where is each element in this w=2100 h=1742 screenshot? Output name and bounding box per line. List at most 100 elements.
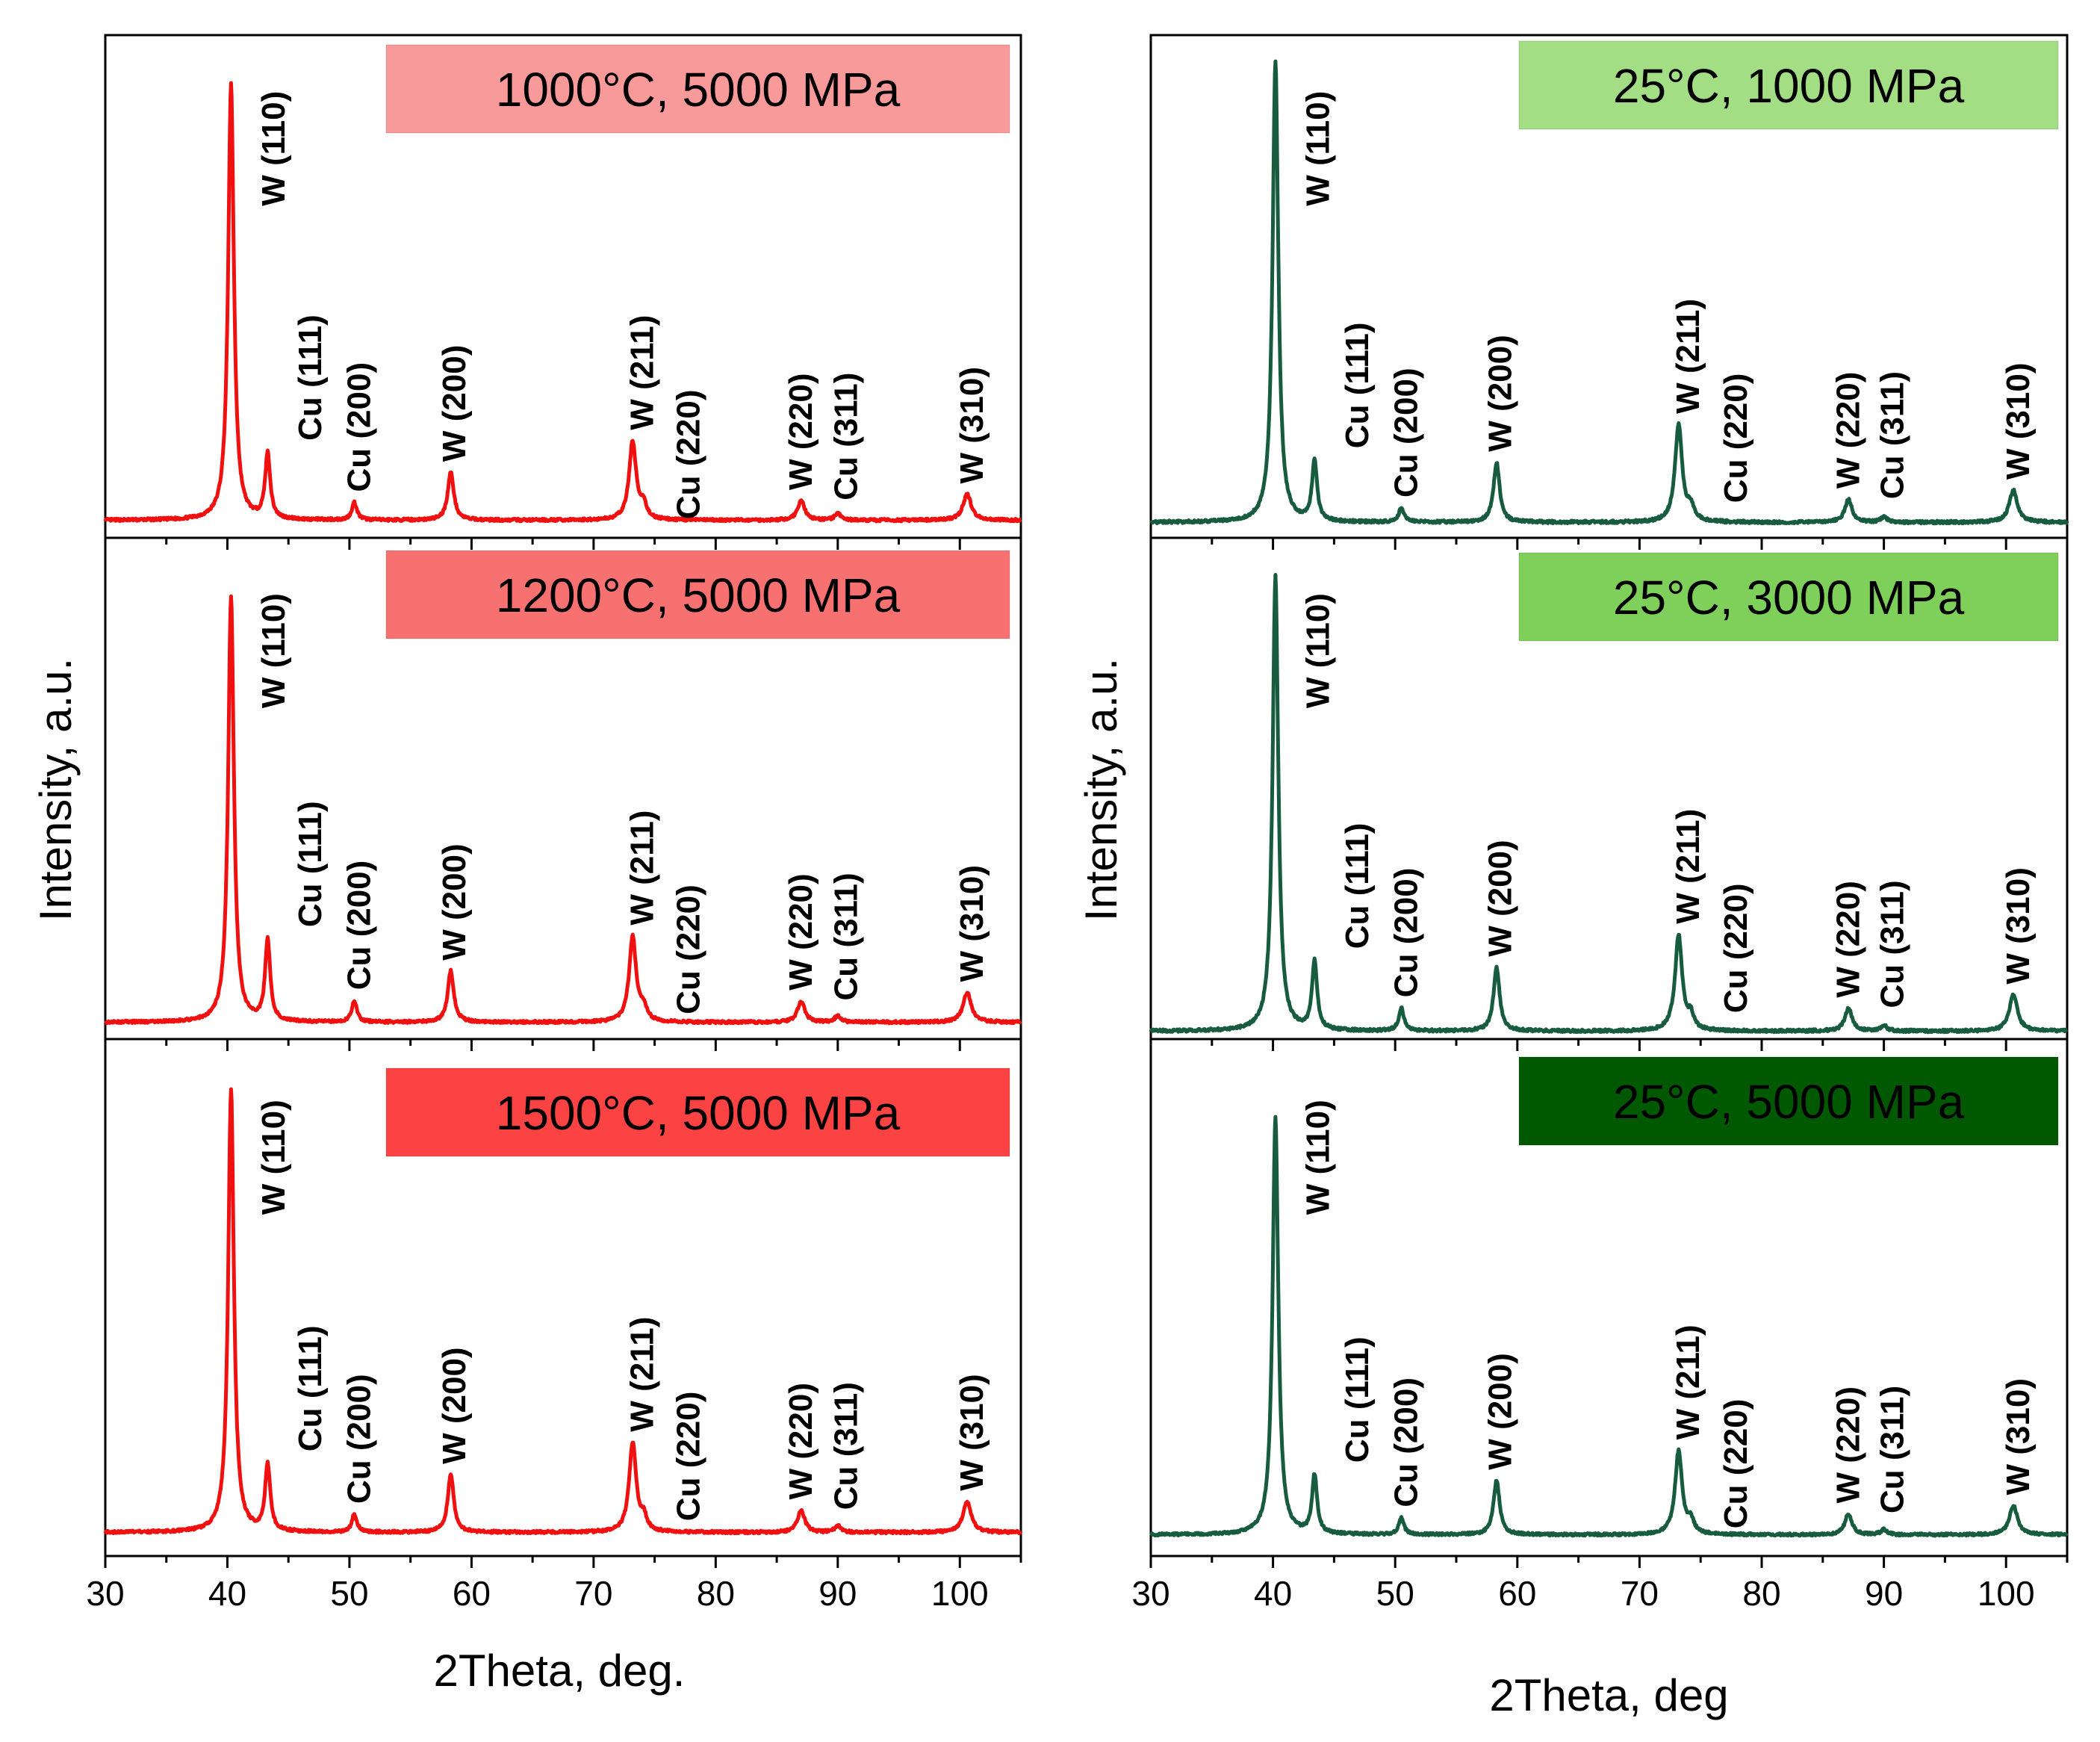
panel-title: 1000°C, 5000 MPa bbox=[496, 63, 901, 117]
peak-label: Cu (311) bbox=[1874, 371, 1910, 499]
x-axis-title: 2Theta, deg. bbox=[434, 1646, 686, 1696]
peak-label: Cu (200) bbox=[1388, 368, 1424, 498]
x-axis-title: 2Theta, deg bbox=[1489, 1670, 1728, 1720]
peak-label: Cu (111) bbox=[1339, 1336, 1376, 1463]
panel-title-box bbox=[1518, 1056, 2059, 1146]
peak-label: Cu (111) bbox=[292, 1325, 329, 1451]
peak-label: Cu (111) bbox=[1339, 823, 1376, 949]
panel-title: 25°C, 1000 MPa bbox=[1613, 59, 1965, 113]
peak-label: W (310) bbox=[2000, 363, 2037, 480]
x-tick-label: 60 bbox=[1498, 1574, 1536, 1613]
peak-label: Cu (200) bbox=[1388, 1377, 1424, 1507]
chart-panel-left-1: 1000°C, 5000 MPa W (110) Cu (111) Cu (200) W… bbox=[103, 34, 1022, 550]
plot-frame bbox=[104, 1038, 1022, 1557]
x-tick-label: 30 bbox=[1131, 1574, 1169, 1613]
xrd-series-line bbox=[1149, 1115, 2069, 1538]
peak-label: Cu (111) bbox=[292, 801, 329, 927]
peak-label: Cu (220) bbox=[1718, 1399, 1754, 1529]
panel-title: 1500°C, 5000 MPa bbox=[496, 1086, 901, 1140]
x-tick-label: 80 bbox=[1742, 1574, 1780, 1613]
peak-label: W (200) bbox=[1482, 335, 1518, 451]
peak-label: W (310) bbox=[954, 367, 990, 483]
peak-label: Cu (220) bbox=[1718, 373, 1754, 503]
peak-label: W (110) bbox=[255, 91, 292, 206]
peak-label: Cu (311) bbox=[828, 373, 865, 500]
peak-label: Cu (111) bbox=[1339, 322, 1376, 448]
x-tick-label: 30 bbox=[86, 1574, 124, 1613]
peak-label: Cu (220) bbox=[671, 884, 707, 1014]
panel-title: 25°C, 3000 MPa bbox=[1613, 571, 1965, 624]
peak-label: W (220) bbox=[1830, 1386, 1867, 1503]
x-tick-label: 80 bbox=[697, 1574, 735, 1613]
peak-label: Cu (200) bbox=[341, 362, 377, 492]
peak-label: Cu (311) bbox=[828, 1382, 865, 1510]
peak-label: W (211) bbox=[624, 1317, 661, 1432]
peak-label: W (200) bbox=[436, 843, 473, 960]
x-tick-label: 40 bbox=[208, 1574, 246, 1613]
peak-label: Cu (200) bbox=[341, 1374, 377, 1504]
panel-title: 1200°C, 5000 MPa bbox=[496, 568, 901, 622]
x-tick-label: 50 bbox=[1376, 1574, 1414, 1613]
panel-title-box bbox=[385, 550, 1010, 639]
panel-title-box bbox=[1518, 40, 2059, 130]
peak-label: W (220) bbox=[783, 1383, 819, 1499]
peak-label: Cu (200) bbox=[341, 861, 377, 991]
x-tick-label: 90 bbox=[818, 1574, 857, 1613]
peak-label: W (310) bbox=[2000, 867, 2037, 984]
peak-label: W (211) bbox=[1670, 1324, 1706, 1439]
chart-panel-right-2: 25°C, 3000 MPa W (110) Cu (111) Cu (200) W (… bbox=[1076, 536, 2069, 1051]
peak-label: W (211) bbox=[624, 315, 661, 430]
panel-title: 25°C, 5000 MPa bbox=[1613, 1075, 1965, 1129]
peak-label: W (110) bbox=[255, 1100, 292, 1215]
peak-label: W (310) bbox=[954, 865, 990, 982]
panel-title-box bbox=[385, 1067, 1010, 1157]
peak-label: W (211) bbox=[1670, 809, 1706, 924]
x-tick-label: 60 bbox=[453, 1574, 491, 1613]
peak-label: Cu (311) bbox=[1874, 880, 1910, 1008]
peak-label: W (200) bbox=[436, 1347, 473, 1463]
x-tick-label: 100 bbox=[1978, 1574, 2035, 1613]
chart-panel-right-3: 25°C, 5000 MPa W (110) Cu (111) Cu (200) W (… bbox=[1131, 1038, 2069, 1720]
peak-label: W (220) bbox=[1830, 372, 1867, 489]
xrd-series-line bbox=[103, 1087, 1023, 1536]
peak-label: W (220) bbox=[783, 373, 819, 490]
panel-title-box bbox=[385, 44, 1010, 134]
peak-label: W (110) bbox=[1300, 1100, 1337, 1215]
peak-label: Cu (200) bbox=[1388, 868, 1424, 998]
peak-label: W (200) bbox=[1482, 1353, 1518, 1469]
peak-label: Cu (311) bbox=[828, 872, 865, 1000]
plot-frame bbox=[1149, 1038, 2069, 1557]
panel-title-box bbox=[1518, 552, 2059, 642]
peak-label: Cu (220) bbox=[1718, 884, 1754, 1014]
peak-label: W (200) bbox=[436, 345, 473, 462]
x-tick-label: 70 bbox=[574, 1574, 612, 1613]
peak-label: Cu (311) bbox=[1874, 1386, 1910, 1513]
xrd-series-line bbox=[1149, 59, 2069, 526]
peak-label: Cu (220) bbox=[671, 1392, 707, 1522]
xrd-series-line bbox=[1149, 573, 2069, 1035]
chart-panel-left-2: 1200°C, 5000 MPa W (110) Cu (111) Cu (200) W… bbox=[31, 536, 1022, 1051]
chart-panel-right-1: 25°C, 1000 MPa W (110) Cu (111) Cu (200) W (… bbox=[1149, 34, 2069, 550]
peak-label: W (220) bbox=[783, 873, 819, 990]
x-tick-label: 40 bbox=[1254, 1574, 1292, 1613]
y-axis-title: Intensity, a.u. bbox=[31, 658, 81, 921]
peak-label: W (110) bbox=[255, 593, 292, 708]
x-tick-label: 70 bbox=[1621, 1574, 1659, 1613]
peak-label: Cu (111) bbox=[292, 314, 329, 441]
peak-label: Cu (220) bbox=[671, 390, 707, 520]
peak-label: W (110) bbox=[1300, 91, 1337, 206]
peak-label: W (110) bbox=[1300, 593, 1337, 708]
y-axis-title: Intensity, a.u. bbox=[1076, 658, 1126, 921]
peak-label: W (220) bbox=[1830, 881, 1867, 997]
peak-label: W (211) bbox=[624, 810, 661, 926]
peak-label: W (211) bbox=[1670, 299, 1706, 414]
peak-label: W (200) bbox=[1482, 840, 1518, 956]
x-tick-label: 100 bbox=[931, 1574, 989, 1613]
peak-label: W (310) bbox=[954, 1374, 990, 1490]
peak-label: W (310) bbox=[2000, 1378, 2037, 1495]
xrd-series-line bbox=[103, 81, 1022, 524]
chart-panel-left-3: 1500°C, 5000 MPa W (110) Cu (111) Cu (200) W… bbox=[86, 1038, 1023, 1696]
x-tick-label: 90 bbox=[1865, 1574, 1903, 1613]
xrd-series-line bbox=[104, 594, 1022, 1026]
